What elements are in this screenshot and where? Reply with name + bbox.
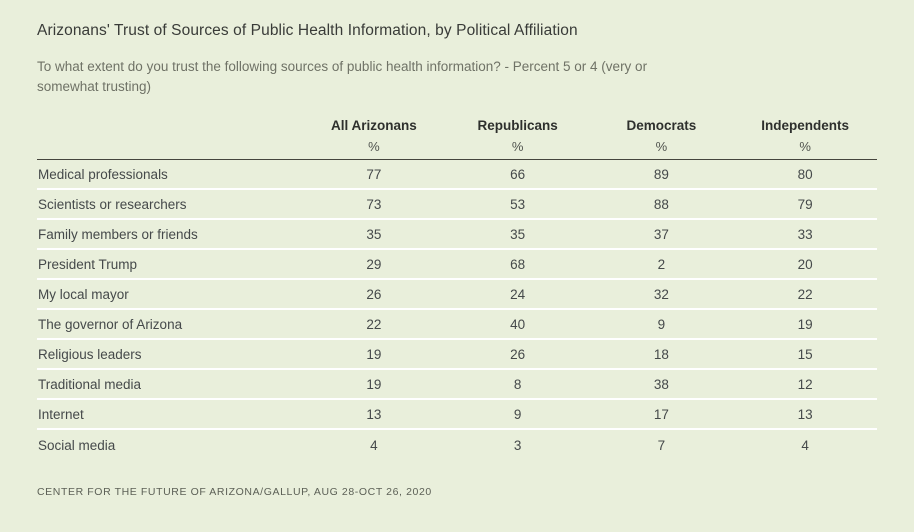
value-cell: 19 — [797, 316, 813, 332]
value-cell: 22 — [366, 316, 382, 332]
value-cell: 12 — [797, 376, 813, 392]
value-cell: 35 — [366, 226, 382, 242]
value-cell: 53 — [510, 196, 526, 212]
value-cell: 33 — [797, 226, 813, 242]
column-header-independents: Independents — [761, 118, 849, 133]
value-cell: 66 — [510, 166, 526, 182]
column-header-republicans: Republicans — [477, 118, 558, 133]
value-cell: 37 — [653, 226, 669, 242]
value-cell: 26 — [366, 286, 382, 302]
row-label: Religious leaders — [38, 346, 142, 362]
value-cell: 7 — [657, 437, 666, 453]
table-row: Scientists or researchers 73 53 88 79 — [37, 190, 877, 220]
value-cell: 19 — [366, 346, 382, 362]
value-cell: 38 — [653, 376, 669, 392]
value-cell: 88 — [653, 196, 669, 212]
table-row: Traditional media 19 8 38 12 — [37, 370, 877, 400]
table-row: Religious leaders 19 26 18 15 — [37, 340, 877, 370]
value-cell: 20 — [797, 256, 813, 272]
table-row: President Trump 29 68 2 20 — [37, 250, 877, 280]
column-header-democrats: Democrats — [626, 118, 697, 133]
percent-symbol: % — [511, 138, 524, 154]
value-cell: 89 — [653, 166, 669, 182]
value-cell: 3 — [513, 437, 522, 453]
row-label: The governor of Arizona — [38, 316, 183, 332]
row-label: Internet — [38, 406, 84, 422]
value-cell: 22 — [797, 286, 813, 302]
value-cell: 80 — [797, 166, 813, 182]
row-label: Social media — [38, 437, 116, 453]
row-label: President Trump — [38, 256, 138, 272]
survey-question-subtitle: To what extent do you trust the followin… — [37, 59, 648, 94]
value-cell: 26 — [510, 346, 526, 362]
percent-symbol: % — [655, 138, 668, 154]
value-cell: 9 — [513, 406, 522, 422]
percent-symbol: % — [799, 138, 811, 154]
page-title: Arizonans' Trust of Sources of Public He… — [37, 22, 578, 39]
table-figure: Arizonans' Trust of Sources of Public He… — [37, 22, 877, 498]
percent-symbol: % — [368, 138, 380, 154]
value-cell: 2 — [657, 256, 666, 272]
row-label: My local mayor — [38, 286, 129, 302]
table-row: Family members or friends 35 35 37 33 — [37, 220, 877, 250]
value-cell: 40 — [510, 316, 526, 332]
value-cell: 32 — [653, 286, 669, 302]
value-cell: 13 — [797, 406, 813, 422]
value-cell: 29 — [366, 256, 382, 272]
value-cell: 9 — [657, 316, 666, 332]
value-cell: 13 — [366, 406, 382, 422]
row-label: Medical professionals — [38, 166, 168, 182]
table-row: The governor of Arizona 22 40 9 19 — [37, 310, 877, 340]
table-row: Medical professionals 77 66 89 80 — [37, 160, 877, 190]
value-cell: 15 — [797, 346, 813, 362]
value-cell: 4 — [370, 437, 378, 453]
column-header-all-arizonans: All Arizonans — [330, 118, 417, 133]
value-cell: 35 — [510, 226, 526, 242]
value-cell: 18 — [653, 346, 669, 362]
value-cell: 17 — [653, 406, 669, 422]
row-label: Scientists or researchers — [38, 196, 187, 212]
row-label-column-spacer — [37, 124, 302, 126]
row-label: Traditional media — [38, 376, 142, 392]
value-cell: 19 — [366, 376, 382, 392]
table-row: Internet 13 9 17 13 — [37, 400, 877, 430]
value-cell: 24 — [510, 286, 526, 302]
trust-sources-table: All Arizonans Republicans Democrats Inde… — [37, 116, 877, 460]
table-row: Social media 4 3 7 4 — [37, 430, 877, 460]
value-cell: 4 — [801, 437, 809, 453]
value-cell: 73 — [366, 196, 382, 212]
source-attribution: CENTER FOR THE FUTURE OF ARIZONA/GALLUP,… — [37, 486, 432, 498]
percent-unit-row: % % % % — [37, 133, 877, 160]
value-cell: 79 — [797, 196, 813, 212]
value-cell: 8 — [513, 376, 522, 392]
value-cell: 77 — [366, 166, 382, 182]
table-row: My local mayor 26 24 32 22 — [37, 280, 877, 310]
row-label: Family members or friends — [38, 226, 198, 242]
value-cell: 68 — [510, 256, 526, 272]
column-header-row: All Arizonans Republicans Democrats Inde… — [37, 116, 877, 133]
